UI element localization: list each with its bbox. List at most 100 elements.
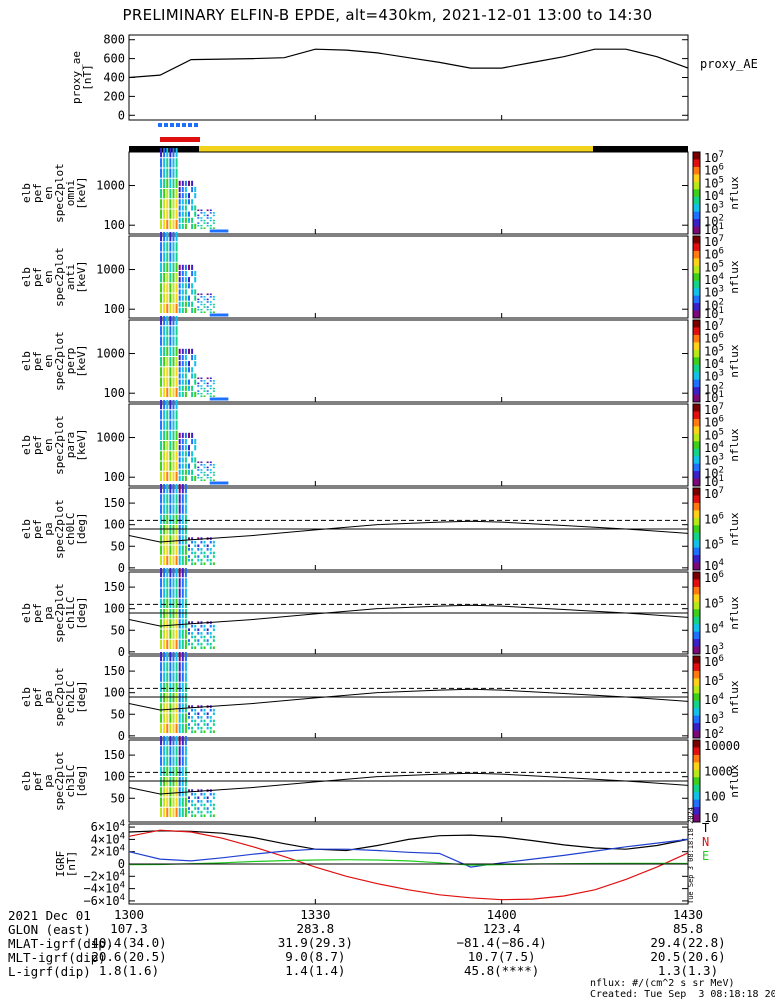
spec-pixel-ch1LC-2-2	[166, 619, 169, 629]
spec-pixel-ch1LC-6-2	[178, 619, 181, 629]
spec-pixel-ch2LC-11-5	[194, 712, 197, 716]
spec-pixel-ch2LC-0-7	[160, 652, 163, 662]
spec-pixel-perp-2-7	[166, 316, 169, 326]
spec-pixel-ch3LC-12-7	[197, 789, 200, 792]
spec-pixel-ch0LC-6-3	[178, 525, 181, 535]
spec-pixel-ch0LC-4-4	[172, 514, 175, 524]
spec-pixel-ch1LC-15-5	[206, 628, 209, 632]
spec-pixel-perp-15-4	[206, 385, 209, 387]
spec-pixel-para-3-0	[169, 471, 172, 481]
spec-pixel-omni-7-2	[181, 211, 184, 217]
series-igrf-2	[128, 838, 689, 868]
colorbar-seg-perp-0	[693, 320, 700, 328]
spec-pixel-ch0LC-0-0	[160, 555, 163, 565]
spec-pixel-omni-9-1	[188, 217, 191, 223]
colorbar-frame-omni	[692, 151, 701, 235]
spec-pixel-omni-10-3	[191, 205, 194, 211]
ephem-value-0-2: 1400	[487, 907, 517, 922]
spec-pixel-ch1LC-0-0	[160, 639, 163, 649]
spec-pixel-ch0LC-0-2	[160, 535, 163, 545]
spec-pixel-omni-0-4	[160, 178, 163, 188]
spec-pixel-para-0-2	[160, 451, 163, 461]
spec-pixel-ch0LC-16-0	[209, 562, 212, 565]
ephem-value-3-2: 10.7(7.5)	[468, 949, 536, 964]
spec-pixel-ch2LC-15-5	[206, 712, 209, 716]
spec-pixel-ch2LC-1-1	[163, 713, 166, 723]
spec-pixel-omni-10-0	[191, 223, 194, 229]
spec-pixel-perp-4-3	[172, 357, 175, 367]
spec-pixel-ch3LC-6-4	[178, 766, 181, 776]
spec-pixel-ch2LC-8-3	[184, 693, 187, 703]
colorbar-seg-para-3	[693, 426, 700, 435]
spec-pixel-perp-0-1	[160, 377, 163, 387]
spec-pixel-omni-0-1	[160, 209, 163, 219]
spec-pixel-ch2LC-5-0	[175, 723, 178, 733]
ytick-label-ch3LC-1: 100	[103, 770, 125, 784]
spec-pixel-para-3-5	[169, 420, 172, 430]
spec-pixel-ch3LC-8-3	[184, 777, 187, 787]
spec-pixel-ch3LC-0-2	[160, 787, 163, 797]
spec-pixel-ch1LC-10-0	[191, 646, 194, 649]
spec-pixel-ch0LC-17-0	[212, 562, 215, 565]
spec-pixel-anti-5-6	[175, 242, 178, 252]
spec-pixel-ch1LC-5-2	[175, 619, 178, 629]
spec-pixel-ch0LC-3-1	[169, 545, 172, 555]
colorbar-frame-anti	[692, 235, 701, 319]
ylabel-omni-2: en	[42, 186, 55, 199]
spec-pixel-ch1LC-11-6	[194, 624, 197, 628]
spec-pixel-anti-8-1	[184, 301, 187, 307]
spec-pixel-ch3LC-8-6	[184, 746, 187, 756]
spec-pixel-ch3LC-3-6	[169, 746, 172, 756]
colorbar-seg-anti-6	[693, 280, 700, 289]
spec-pixel-perp-13-7	[200, 377, 203, 380]
spec-pixel-perp-1-0	[163, 387, 166, 397]
colorbar-label-omni-1: 106	[704, 163, 724, 178]
spec-pixel-anti-15-1	[206, 308, 209, 311]
orbit-bar-night-end	[593, 146, 688, 152]
colorbar-seg-ch1LC-2	[693, 586, 700, 595]
colorbar-title-ch0LC: nflux	[728, 512, 741, 545]
spec-pixel-ch3LC-14-5	[203, 796, 206, 800]
igrf-legend-T: T	[702, 821, 709, 835]
spec-pixel-omni-6-7	[178, 180, 181, 186]
spec-pixel-para-16-1	[209, 476, 212, 479]
colorbar-label-para-2: 105	[704, 427, 724, 442]
ephem-value-0-1: 1330	[300, 907, 330, 922]
spec-pixel-para-0-6	[160, 410, 163, 420]
spec-pixel-para-6-4	[178, 451, 181, 457]
colorbar-label-ch2LC-4: 102	[704, 726, 724, 741]
spec-pixel-ch3LC-2-4	[166, 766, 169, 776]
spec-pixel-ch2LC-17-2	[212, 723, 215, 726]
colorbar-seg-para-6	[693, 448, 700, 457]
spec-pixel-omni-0-3	[160, 189, 163, 199]
spec-pixel-ch0LC-1-2	[163, 535, 166, 545]
spec-pixel-ch1LC-6-4	[178, 598, 181, 608]
spec-pixel-ch2LC-6-3	[178, 693, 181, 703]
spec-pixel-ch2LC-13-0	[200, 730, 203, 733]
spec-pixel-ch3LC-2-0	[166, 807, 169, 817]
colorbar-title-para: nflux	[728, 428, 741, 461]
spec-pixel-ch1LC-15-4	[206, 632, 209, 635]
spec-pixel-omni-14-0	[203, 227, 206, 229]
spec-pixel-perp-1-5	[163, 336, 166, 346]
spec-pixel-ch3LC-6-0	[178, 807, 181, 817]
ylabel-perp-1: pef	[31, 351, 44, 371]
spec-pixel-ch3LC-17-3	[212, 803, 215, 807]
spec-pixel-perp-6-2	[178, 379, 181, 385]
spec-pixel-ch2LC-15-1	[206, 726, 209, 730]
colorbar-seg-ch1LC-0	[693, 572, 700, 580]
spec-pixel-ch1LC-10-3	[191, 635, 194, 639]
colorbar-label-ch2LC-3: 103	[704, 711, 724, 726]
spec-pixel-ch3LC-5-2	[175, 787, 178, 797]
spec-pixel-ch3LC-11-0	[194, 814, 197, 817]
ylabel-ch0LC-3: spec2plot	[53, 499, 66, 559]
spec-pixel-ch2LC-9-7	[188, 705, 191, 708]
spec-pixel-anti-3-1	[169, 293, 172, 303]
spec-pixel-perp-1-4	[163, 346, 166, 356]
spec-pixel-ch3LC-9-4	[188, 800, 191, 803]
spec-pixel-omni-4-6	[172, 158, 175, 168]
spec-pixel-anti-7-6	[181, 270, 184, 277]
ylabel-ch0LC-0: elb	[20, 519, 33, 539]
spec-pixel-para-7-2	[181, 463, 184, 469]
spec-pixel-para-2-4	[166, 430, 169, 440]
